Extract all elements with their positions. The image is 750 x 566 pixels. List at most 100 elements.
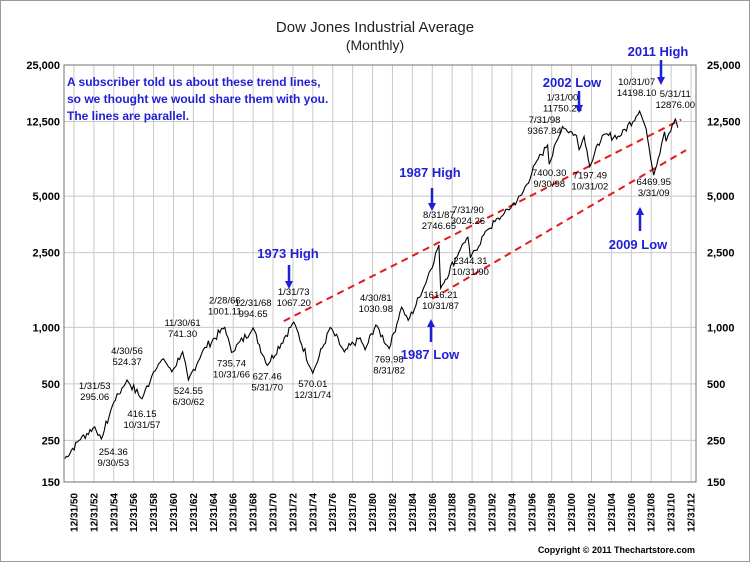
note-line-3: The lines are parallel.: [67, 109, 189, 123]
y-tick-label-right: 5,000: [707, 191, 735, 203]
annotation-label: 1/31/53: [79, 381, 111, 392]
x-tick-label: 12/31/94: [507, 493, 518, 532]
annotation-value: 6/30/62: [173, 397, 205, 408]
price-series: [64, 109, 679, 459]
y-tick-label-left: 250: [42, 435, 60, 447]
chart-subtitle: (Monthly): [346, 37, 404, 53]
annotation-value: 994.65: [239, 309, 268, 320]
y-tick-label-left: 150: [42, 477, 60, 489]
annotation-label: 10/31/07: [618, 77, 655, 88]
annotation-value: 5/31/70: [251, 382, 283, 393]
plot-area: [63, 64, 697, 483]
x-tick-label: 12/31/02: [587, 493, 598, 532]
annotation-label: 2344.31: [453, 256, 487, 267]
x-tick-label: 12/31/88: [448, 493, 459, 532]
y-tick-label-right: 500: [707, 379, 725, 391]
x-tick-label: 12/31/76: [328, 493, 339, 532]
annotation-label: 6469.95: [637, 177, 671, 188]
annotation-label: 416.15: [127, 409, 156, 420]
x-tick-label: 12/31/52: [89, 493, 100, 532]
annotation-value: 10/31/87: [422, 301, 459, 312]
annotation-value: 8/31/82: [373, 366, 405, 377]
subscriber-note: A subscriber told us about these trend l…: [67, 75, 328, 123]
x-tick-label: 12/31/50: [69, 493, 80, 532]
grid: [64, 65, 696, 482]
annotation-value: 3/31/09: [638, 188, 670, 199]
annotation-value: 9/30/53: [97, 458, 129, 469]
axis-ticks: 25,000 25,000 12,500 12,500 5,000 5,000 2,500 2…: [26, 60, 740, 532]
annotation-label: 7400.30: [532, 168, 566, 179]
y-tick-label-right: 150: [707, 477, 725, 489]
annotation-label: 11/30/61: [164, 318, 200, 329]
x-tick-label: 12/31/98: [547, 493, 558, 532]
annotation-value: 1067.20: [277, 298, 311, 309]
x-tick-label: 12/31/58: [149, 493, 160, 532]
annotation-label: 5/31/11: [660, 89, 691, 100]
x-tick-label: 12/31/12: [687, 493, 698, 532]
annotation-label: 4/30/81: [360, 293, 392, 304]
chart-title: Dow Jones Industrial Average: [276, 19, 474, 36]
x-tick-label: 12/31/60: [169, 493, 180, 532]
y-tick-label-left: 1,000: [32, 322, 60, 334]
annotation-value: 12/31/74: [294, 390, 331, 401]
callout-1973-high: 1973 High: [257, 246, 318, 261]
annotation-value: 295.06: [80, 392, 109, 403]
annotation-value: 11750.28: [543, 104, 582, 115]
annotation-value: 10/31/90: [452, 267, 489, 278]
copyright: Copyright © 2011 Thechartstore.com: [538, 545, 695, 555]
x-tick-label: 12/31/86: [428, 493, 439, 532]
y-tick-label-left: 500: [42, 379, 60, 391]
note-line-1: A subscriber told us about these trend l…: [67, 75, 321, 89]
annotation-value: 741.30: [168, 329, 197, 340]
callout-1987-low: 1987 Low: [401, 347, 460, 362]
annotation-label: 735.74: [217, 358, 246, 369]
price-line: [64, 109, 679, 459]
annotation-label: 7197.49: [573, 170, 607, 181]
annotation-label: 8/31/87: [423, 210, 455, 221]
annotation-label: 12/31/68: [235, 298, 272, 309]
annotation-label: 1616.21: [423, 290, 457, 301]
annotation-value: 14198.10: [617, 88, 657, 99]
y-tick-label-left: 2,500: [32, 248, 60, 260]
callout-2009-low: 2009 Low: [609, 237, 668, 252]
annotation-label: 627.46: [253, 371, 282, 382]
callout-2011-high: 2011 High: [628, 44, 689, 59]
x-tick-label: 12/31/08: [647, 493, 658, 532]
trend-line: [283, 118, 682, 322]
callout-1987-high: 1987 High: [399, 165, 460, 180]
x-tick-label: 12/31/90: [468, 493, 479, 532]
annotation-label: 4/30/56: [111, 346, 143, 357]
annotation-label: 1/31/00: [547, 93, 579, 104]
x-tick-label: 12/31/82: [388, 493, 399, 532]
annotation-label: 570.01: [298, 379, 327, 390]
annotation-value: 9367.84: [527, 126, 561, 137]
x-tick-label: 12/31/00: [567, 493, 578, 532]
x-tick-label: 12/31/64: [209, 493, 220, 532]
y-tick-label-left: 12,500: [26, 116, 60, 128]
y-tick-label-right: 2,500: [707, 248, 735, 260]
x-tick-label: 12/31/66: [229, 493, 240, 532]
annotation-value: 1001.11: [208, 306, 242, 317]
annotation-value: 10/31/66: [213, 369, 250, 380]
callouts: 1973 High 1987 High 1987 Low 2002 Low 20…: [257, 44, 688, 362]
annotation-value: 2746.65: [422, 221, 456, 232]
x-tick-label: 12/31/80: [368, 493, 379, 532]
x-tick-label: 12/31/68: [249, 493, 260, 532]
x-tick-label: 12/31/56: [129, 493, 140, 532]
x-tick-label: 12/31/06: [627, 493, 638, 532]
annotation-label: 7/31/98: [529, 115, 561, 126]
annotation-value: 9/30/98: [533, 179, 565, 190]
x-tick-label: 12/31/54: [109, 493, 120, 532]
y-tick-label-right: 12,500: [707, 116, 741, 128]
trend-line: [431, 149, 687, 300]
annotation-value: 12876.00: [655, 100, 695, 111]
y-tick-label-left: 5,000: [32, 191, 60, 203]
x-tick-label: 12/31/92: [487, 493, 498, 532]
callout-2002-low: 2002 Low: [543, 75, 602, 90]
y-tick-label-left: 25,000: [26, 60, 60, 72]
annotation-value: 10/31/57: [123, 420, 160, 431]
annotation-label: 2/28/66: [209, 295, 241, 306]
